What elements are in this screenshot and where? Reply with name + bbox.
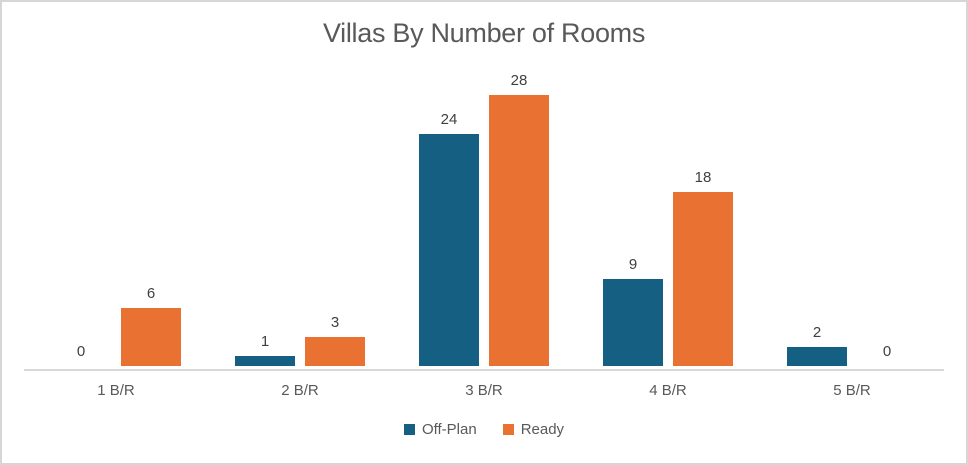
bar-off-plan-4-b-r [603,279,663,366]
data-label: 2 [812,324,822,341]
bar-off-plan-3-b-r [419,134,479,366]
x-axis-line [24,369,944,371]
bar-ready-4-b-r [673,192,733,366]
bar-off-plan-2-b-r [235,356,295,366]
x-axis-category-label: 1 B/R [97,382,135,399]
data-label: 0 [76,343,86,360]
x-axis-category-label: 2 B/R [281,382,319,399]
legend-item-off-plan: Off-Plan [403,421,477,438]
legend-item-ready: Ready [502,421,565,438]
data-label: 24 [440,111,458,128]
chart-title: Villas By Number of Rooms [322,18,646,48]
data-label: 18 [694,169,712,186]
data-label: 1 [260,333,270,350]
legend-swatch-icon [403,424,415,435]
x-axis-category-label: 3 B/R [465,382,503,399]
legend: Off-Plan Ready [2,421,966,438]
data-label: 3 [330,314,340,331]
legend-label: Off-Plan [421,421,477,438]
bar-off-plan-5-b-r [787,347,847,366]
data-label: 6 [146,285,156,302]
bar-ready-3-b-r [489,95,549,366]
x-axis-category-label: 4 B/R [649,382,687,399]
legend-swatch-icon [502,424,514,435]
data-label: 28 [510,72,528,89]
bar-ready-1-b-r [121,308,181,366]
data-label: 0 [882,343,892,360]
data-label: 9 [628,256,638,273]
bar-ready-2-b-r [305,337,365,366]
legend-label: Ready [520,421,565,438]
x-axis-category-label: 5 B/R [833,382,871,399]
